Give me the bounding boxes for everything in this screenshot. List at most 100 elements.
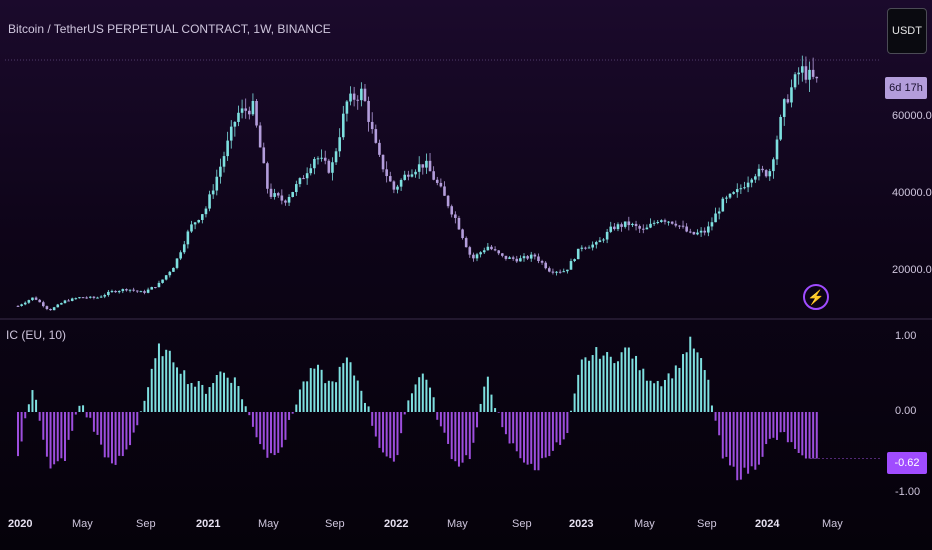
candle-body [258,125,262,148]
indicator-bar [606,352,609,412]
indicator-bar [685,352,688,412]
indicator-bar [616,361,619,412]
candle-body [594,242,598,245]
indicator-bar [671,378,674,412]
candle-body [34,297,38,300]
indicator-bar [255,412,258,438]
indicator-bar [132,412,135,433]
candle-body [52,307,56,311]
candle-body [208,194,211,209]
candle-body [815,76,819,79]
candle-body [186,231,190,245]
candle-body [609,226,613,232]
indicator-bar [168,350,171,412]
candle-body [172,267,175,272]
indicator-title[interactable]: IC (EU, 10) [6,328,67,342]
indicator-bar [266,412,269,458]
indicator-bar [342,363,345,412]
candle-body [728,193,732,198]
candle-body [797,72,800,75]
indicator-bar [378,412,381,448]
indicator-bar [335,382,338,412]
candle-body [417,164,421,172]
candle-body [385,169,388,177]
indicator-bar [508,412,511,444]
candle-body [721,198,725,212]
candle-body [103,295,107,297]
candle-body [515,258,519,262]
indicator-bar [765,412,768,445]
indicator-bar [349,362,352,412]
indicator-bar [624,347,627,412]
candle-body [222,156,226,167]
candle-body [638,226,641,229]
candle-body [49,308,52,311]
indicator-bar [385,412,388,457]
indicator-bar [718,412,721,436]
indicator-bar [743,412,746,468]
indicator-bar [804,412,807,459]
indicator-bar [251,412,254,427]
lightning-bolt-icon[interactable]: ⚡ [803,284,829,310]
indicator-bar [262,412,265,450]
candle-body [96,297,99,299]
indicator-bar [71,412,74,431]
candle-body [99,296,103,298]
indicator-bar [450,412,453,460]
candle-body [688,231,692,233]
indicator-bar [331,381,334,412]
indicator-bar [515,412,518,452]
indicator-bar [392,412,395,462]
candle-body [501,253,504,256]
indicator-bar [154,358,157,412]
candle-body [273,193,276,197]
candle-body [135,290,139,292]
indicator-bar [707,379,710,412]
candle-body [378,142,381,155]
indicator-bar [371,412,374,426]
indicator-bar [219,371,222,412]
indicator-bar [468,412,471,460]
currency-button[interactable]: USDT [887,8,927,54]
indicator-bar [432,397,435,412]
candle-body [146,289,150,293]
candle-body [573,259,576,262]
candle-body [197,219,201,223]
candle-body [526,256,529,259]
indicator-bar [638,370,641,412]
candle-body [88,296,92,298]
candle-body [696,232,699,235]
indicator-bar [786,412,789,443]
candle-body [623,221,627,227]
indicator-bar [656,380,659,412]
candle-body [27,300,31,303]
indicator-bar [642,368,645,412]
candle-body [551,271,555,273]
indicator-bar [631,358,634,412]
candle-body [472,254,475,259]
candle-body [652,222,656,224]
indicator-bar [588,360,591,412]
indicator-axis-label: 0.00 [895,405,917,417]
indicator-bar [537,412,540,471]
indicator-bar [363,402,366,412]
indicator-bar [403,412,406,415]
indicator-bar [783,412,786,433]
candle-body [443,186,446,196]
indicator-bar [598,358,601,412]
candle-body [678,225,681,227]
candle-body [772,159,775,172]
time-axis-label: May [634,518,655,530]
price-axis-label: 20000.0 [892,264,932,276]
candle-body [374,129,378,143]
indicator-bar [501,412,504,428]
indicator-bar [121,412,124,457]
indicator-bar [541,412,544,459]
indicator-bar [562,412,565,440]
indicator-bar [776,412,779,440]
indicator-bar [747,412,750,474]
candle-body [685,226,688,232]
indicator-bar [67,412,70,440]
indicator-bar [476,412,479,428]
